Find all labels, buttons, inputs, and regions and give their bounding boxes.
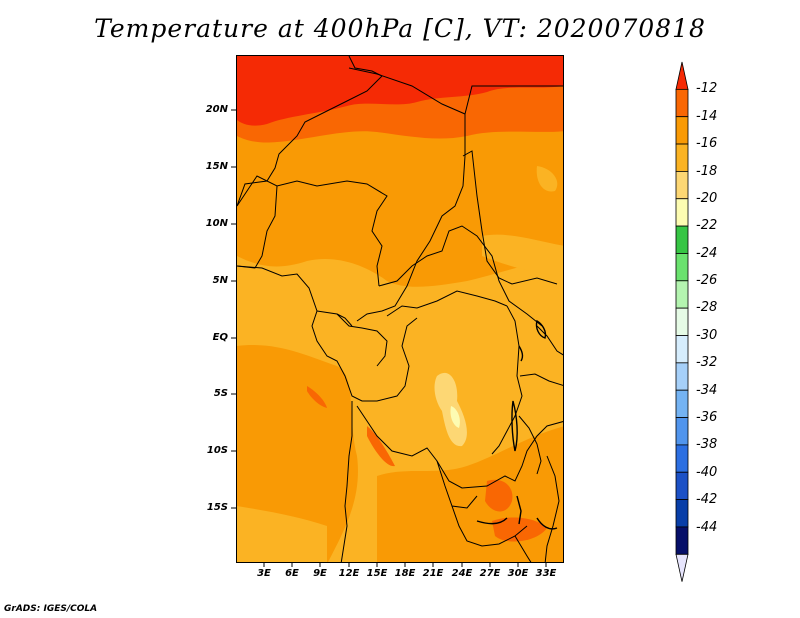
lon-label: 9E (313, 568, 327, 579)
lon-label: 24E (451, 568, 473, 579)
lon-label: 6E (285, 568, 299, 579)
colorbar-swatch (675, 389, 689, 418)
lat-label: EQ (212, 332, 228, 343)
colorbar-swatch (675, 88, 689, 118)
colorbar-swatch (675, 116, 689, 145)
colorbar-label: -24 (696, 246, 718, 261)
colorbar-label: -14 (696, 109, 718, 124)
field-minus-18-southwest (237, 506, 327, 562)
country-borders (237, 56, 563, 562)
lat-label: 10S (206, 445, 228, 456)
colorbar-swatch (675, 170, 689, 200)
colorbar-swatch (675, 471, 689, 501)
field-minus-14-patch-4 (307, 386, 327, 408)
map-layers (237, 56, 563, 562)
lon-label: 15E (366, 568, 388, 579)
field-minus-14-patch-2 (492, 517, 547, 542)
lat-label: 5S (213, 388, 228, 399)
field-minus-14-patch-1 (485, 479, 513, 512)
lat-label: 5N (212, 275, 228, 286)
credit-text: GrADS: IGES/COLA (4, 604, 98, 614)
colorbar-arrow-bottom (675, 553, 689, 582)
colorbar-label: -26 (696, 273, 718, 288)
colorbar-label: -34 (696, 383, 718, 398)
colorbar-swatch (675, 198, 689, 227)
field-minus-12-north (237, 56, 563, 126)
colorbar-swatch (675, 526, 689, 555)
field-minus-16-west (237, 345, 358, 562)
colorbar-label: -22 (696, 218, 718, 233)
colorbar-label: -40 (696, 465, 718, 480)
lon-label: 12E (338, 568, 360, 579)
lon-label: 18E (394, 568, 416, 579)
colorbar-arrow-top (675, 61, 689, 90)
field-minus-18-band (482, 234, 563, 276)
colorbar-swatch (675, 335, 689, 364)
colorbar-label: -42 (696, 492, 718, 507)
chart-title: Temperature at 400hPa [C], VT: 202007081… (94, 14, 706, 43)
temperature-map (236, 55, 564, 563)
field-minus-22-central (450, 406, 460, 428)
colorbar-swatch (675, 280, 689, 309)
colorbar-swatch (675, 307, 689, 336)
colorbar-label: -28 (696, 300, 718, 315)
lon-label: 21E (422, 568, 444, 579)
colorbar-swatch (675, 362, 689, 391)
colorbar-label: -20 (696, 191, 718, 206)
colorbar-label: -44 (696, 520, 718, 535)
colorbar-swatch (675, 225, 689, 254)
colorbar-label: -16 (696, 136, 718, 151)
field-minus-14-patch-3 (367, 426, 395, 467)
colorbar-swatch (675, 253, 689, 282)
colorbar-label: -18 (696, 164, 718, 179)
colorbar-swatch (675, 444, 689, 473)
lat-label: 15S (206, 502, 228, 513)
lakes (476, 319, 558, 530)
lon-label: 27E (479, 568, 501, 579)
lat-label: 15N (205, 161, 228, 172)
lat-label: 10N (205, 218, 228, 229)
colorbar-label: -32 (696, 355, 718, 370)
colorbar-label: -38 (696, 437, 718, 452)
colorbar-swatch (675, 143, 689, 172)
colorbar-label: -36 (696, 410, 718, 425)
lon-label: 3E (257, 568, 271, 579)
colorbar-label: -30 (696, 328, 718, 343)
field-minus-18-patch-east (536, 166, 558, 192)
colorbar-label: -12 (696, 81, 718, 96)
lon-label: 33E (535, 568, 557, 579)
colorbar-swatch (675, 499, 689, 528)
lon-label: 30E (507, 568, 529, 579)
lat-label: 20N (205, 104, 228, 115)
colorbar-swatch (675, 417, 689, 446)
